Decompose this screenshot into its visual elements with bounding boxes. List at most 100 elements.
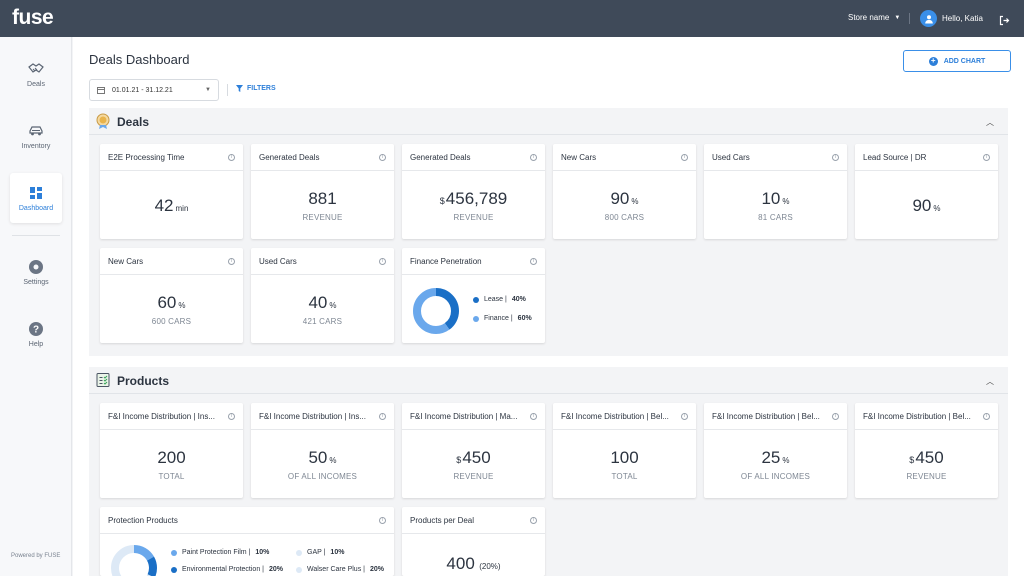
card-subtitle: 800 CARS bbox=[604, 213, 645, 222]
logout-icon[interactable] bbox=[999, 13, 1010, 26]
info-icon[interactable]: i bbox=[983, 153, 990, 161]
info-icon[interactable]: i bbox=[983, 412, 990, 420]
info-icon[interactable]: i bbox=[228, 153, 235, 161]
card-title: Lead Source | DR bbox=[863, 152, 927, 162]
date-range-select[interactable]: 01.01.21 - 31.12.21 ▼ bbox=[89, 79, 219, 101]
card-value: $450 bbox=[456, 448, 491, 467]
card-value: 90% bbox=[912, 195, 941, 215]
metric-card[interactable]: Used Cars i 40% 421 CARS bbox=[251, 248, 394, 343]
card-title: Products per Deal bbox=[410, 515, 475, 525]
sidebar-item-label: Inventory bbox=[21, 142, 51, 150]
metric-card[interactable]: New Cars i 90% 800 CARS bbox=[553, 144, 696, 239]
chevron-down-icon: ▼ bbox=[205, 87, 211, 93]
metric-card[interactable]: New Cars i 60% 600 CARS bbox=[100, 248, 243, 343]
sidebar: Deals Inventory Dashboard Settings ? Hel… bbox=[0, 37, 72, 576]
finance-penetration-card[interactable]: Finance Penetration i Lease | 40% Finance… bbox=[402, 248, 545, 343]
card-title: New Cars bbox=[108, 256, 144, 266]
info-icon[interactable]: i bbox=[530, 412, 537, 420]
info-icon[interactable]: i bbox=[379, 153, 386, 161]
info-icon[interactable]: i bbox=[530, 516, 537, 524]
sidebar-item-deals[interactable]: Deals bbox=[10, 49, 62, 99]
metric-card[interactable]: F&I Income Distribution | Ma... i $450 REV… bbox=[402, 403, 545, 498]
card-value: 400 (20%) bbox=[446, 554, 501, 573]
chevron-up-icon[interactable]: ︿ bbox=[986, 118, 994, 127]
legend-item: Environmental Protection | 20% bbox=[171, 566, 296, 573]
info-icon[interactable]: i bbox=[379, 257, 386, 265]
info-icon[interactable]: i bbox=[228, 412, 235, 420]
info-icon[interactable]: i bbox=[530, 257, 537, 265]
legend-swatch bbox=[296, 566, 302, 573]
card-title: Used Cars bbox=[712, 152, 750, 162]
metric-card[interactable]: F&I Income Distribution | Bel... i $450 RE… bbox=[855, 403, 998, 498]
legend-item: GAP | 10% bbox=[296, 549, 394, 556]
info-icon[interactable]: i bbox=[379, 412, 386, 420]
info-icon[interactable]: i bbox=[530, 153, 537, 161]
legend-swatch bbox=[296, 549, 302, 556]
info-icon[interactable]: i bbox=[832, 412, 839, 420]
legend-swatch bbox=[473, 315, 479, 322]
plus-circle-icon: + bbox=[928, 56, 938, 66]
metric-card[interactable]: F&I Income Distribution | Ins... i 50% OF … bbox=[251, 403, 394, 498]
metric-card[interactable]: Generated Deals i $456,789 REVENUE bbox=[402, 144, 545, 239]
card-subtitle: TOTAL bbox=[158, 472, 185, 481]
chevron-down-icon: ▼ bbox=[894, 14, 901, 21]
sidebar-item-dashboard[interactable]: Dashboard bbox=[10, 173, 62, 223]
info-icon[interactable]: i bbox=[681, 153, 688, 161]
chevron-up-icon[interactable]: ︿ bbox=[986, 377, 994, 386]
info-icon[interactable]: i bbox=[379, 516, 386, 524]
card-subtitle: TOTAL bbox=[611, 472, 638, 481]
svg-text:?: ? bbox=[33, 324, 39, 335]
card-value: 100 bbox=[610, 448, 639, 467]
metric-card[interactable]: F&I Income Distribution | Bel... i 100 TOT… bbox=[553, 403, 696, 498]
app-logo[interactable]: fuse bbox=[12, 6, 54, 29]
help-icon: ? bbox=[29, 321, 43, 336]
add-chart-button[interactable]: + ADD CHART bbox=[903, 50, 1011, 72]
section-header[interactable]: Products ︿ bbox=[89, 367, 1008, 394]
metric-card[interactable]: F&I Income Distribution | Bel... i 25% OF … bbox=[704, 403, 847, 498]
legend-item: Paint Protection Film | 10% bbox=[171, 549, 296, 556]
card-value: 40% bbox=[308, 293, 337, 312]
card-title: Used Cars bbox=[259, 256, 297, 266]
legend-item: Finance | 60% bbox=[473, 315, 532, 322]
sidebar-item-inventory[interactable]: Inventory bbox=[10, 111, 62, 161]
metric-card[interactable]: F&I Income Distribution | Ins... i 200 TOT… bbox=[100, 403, 243, 498]
legend-swatch bbox=[473, 296, 479, 303]
grid-icon bbox=[30, 186, 42, 199]
card-title: New Cars bbox=[561, 152, 597, 162]
info-icon[interactable]: i bbox=[681, 412, 688, 420]
section-title: Deals bbox=[117, 115, 150, 129]
info-icon[interactable]: i bbox=[832, 153, 839, 161]
protection-products-card[interactable]: Protection Products i Paint Protection Fi… bbox=[100, 507, 394, 576]
car-icon bbox=[29, 125, 43, 135]
section-header[interactable]: Deals ︿ bbox=[89, 108, 1008, 135]
card-value: 10% bbox=[761, 189, 790, 208]
card-title: Generated Deals bbox=[410, 152, 471, 162]
metric-card[interactable]: Generated Deals i 881 REVENUE bbox=[251, 144, 394, 239]
products-per-deal-card[interactable]: Products per Deal i 400 (20%) bbox=[402, 507, 545, 576]
metric-card[interactable]: Used Cars i 10% 81 CARS bbox=[704, 144, 847, 239]
sidebar-item-label: Dashboard bbox=[18, 204, 54, 212]
filter-icon bbox=[236, 85, 243, 92]
gear-icon bbox=[29, 259, 43, 274]
donut-chart bbox=[413, 288, 459, 334]
legend-swatch bbox=[171, 549, 177, 556]
store-selector[interactable]: Store name ▼ bbox=[848, 13, 900, 22]
card-value: 60% bbox=[157, 293, 186, 312]
metric-card[interactable]: Lead Source | DR i 90% bbox=[855, 144, 998, 239]
deals-section: Deals ︿ E2E Processing Time i 42 min Gener… bbox=[89, 108, 1008, 356]
card-subtitle: REVENUE bbox=[453, 472, 494, 481]
divider bbox=[909, 13, 910, 24]
card-value: 90% bbox=[610, 189, 639, 208]
card-subtitle: 81 CARS bbox=[758, 213, 793, 222]
filters-button[interactable]: FILTERS bbox=[236, 85, 276, 92]
info-icon[interactable]: i bbox=[228, 257, 235, 265]
metric-card[interactable]: E2E Processing Time i 42 min bbox=[100, 144, 243, 239]
sidebar-item-help[interactable]: ? Help bbox=[10, 309, 62, 359]
legend-item: Lease | 40% bbox=[473, 296, 532, 303]
sidebar-item-settings[interactable]: Settings bbox=[10, 247, 62, 297]
card-title: F&I Income Distribution | Ins... bbox=[108, 411, 216, 421]
donut-chart bbox=[111, 545, 157, 576]
card-title: Finance Penetration bbox=[410, 256, 482, 266]
user-menu[interactable]: Hello, Katia bbox=[920, 10, 983, 27]
card-value: $456,789 bbox=[439, 189, 508, 208]
